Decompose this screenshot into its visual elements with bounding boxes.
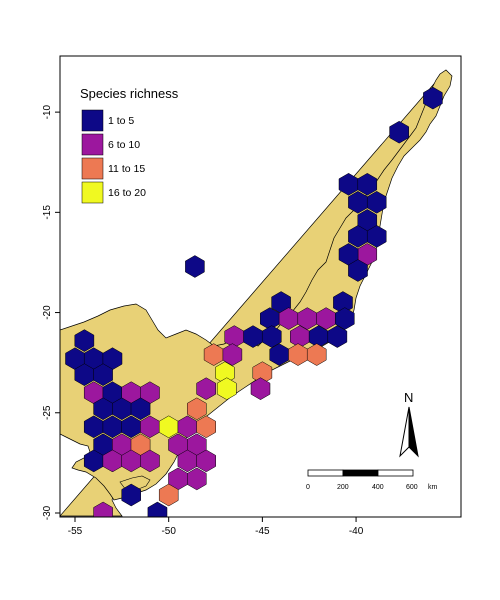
hex-cell xyxy=(348,259,368,282)
hex-cell xyxy=(185,255,205,278)
hex-cell xyxy=(327,325,348,348)
x-tick-label: -40 xyxy=(349,526,364,537)
legend-label: 6 to 10 xyxy=(108,139,140,151)
hex-cell xyxy=(389,120,409,144)
hex-cell xyxy=(187,467,207,491)
hex-cell xyxy=(250,377,271,400)
hex-cell xyxy=(335,307,355,330)
scale-bar-segment-3 xyxy=(377,469,414,477)
scale-bar-segment-2 xyxy=(342,469,379,477)
hex-cell xyxy=(140,449,160,473)
legend-swatch xyxy=(81,157,104,180)
y-tick-label: -25 xyxy=(42,405,53,420)
hex-cell xyxy=(196,449,216,473)
x-tick-label: -45 xyxy=(255,526,270,537)
legend: Species richness 1 to 5 6 to 10 11 to 15 16… xyxy=(80,86,179,204)
hex-cell xyxy=(222,343,243,366)
legend-label: 16 to 20 xyxy=(108,187,146,199)
y-axis: -10 -15 -20 -25 -30 xyxy=(42,104,60,520)
north-arrow: N xyxy=(399,390,419,458)
y-tick-label: -30 xyxy=(42,505,53,520)
plot-frame xyxy=(59,55,462,518)
x-axis: -55 -50 -45 -40 xyxy=(68,517,364,537)
hex-cell xyxy=(130,397,151,421)
x-tick-label: -50 xyxy=(161,526,176,537)
legend-swatch xyxy=(81,133,104,156)
scale-label-200: 200 xyxy=(337,484,349,491)
north-arrow-label: N xyxy=(404,390,413,405)
hex-cell-layer xyxy=(65,86,443,517)
hex-cell xyxy=(158,483,179,507)
legend-label: 1 to 5 xyxy=(108,115,134,127)
hex-cell xyxy=(93,501,113,517)
hex-cell xyxy=(216,377,237,400)
y-tick-label: -15 xyxy=(42,205,53,220)
hex-cell xyxy=(74,329,95,352)
north-arrow-right-half xyxy=(408,406,419,458)
y-tick-label: -10 xyxy=(42,104,53,119)
x-tick-label: -55 xyxy=(68,526,83,537)
scale-unit: km xyxy=(428,484,438,491)
north-arrow-left-half xyxy=(399,406,410,458)
legend-swatch xyxy=(81,109,104,132)
hex-cell xyxy=(93,363,113,386)
hex-cell xyxy=(357,173,378,196)
hex-cell xyxy=(196,415,216,439)
legend-swatch xyxy=(81,181,104,204)
hex-cell xyxy=(306,343,327,366)
scale-label-400: 400 xyxy=(372,484,384,491)
hex-cell xyxy=(187,397,207,421)
hex-cell xyxy=(366,191,387,214)
scale-label-600: 600 xyxy=(406,484,418,491)
hex-cell xyxy=(121,483,141,507)
hex-cell xyxy=(196,377,216,400)
legend-title: Species richness xyxy=(80,86,179,101)
scale-label-0: 0 xyxy=(306,484,310,491)
scale-bar: 0 200 400 600 km xyxy=(306,469,438,491)
hex-cell xyxy=(423,86,443,110)
hex-cell xyxy=(147,501,168,517)
scale-bar-segment-1 xyxy=(307,469,344,477)
legend-label: 11 to 15 xyxy=(108,163,145,175)
hex-cell xyxy=(366,225,387,248)
hex-cell xyxy=(261,325,282,348)
y-tick-label: -20 xyxy=(42,305,53,320)
